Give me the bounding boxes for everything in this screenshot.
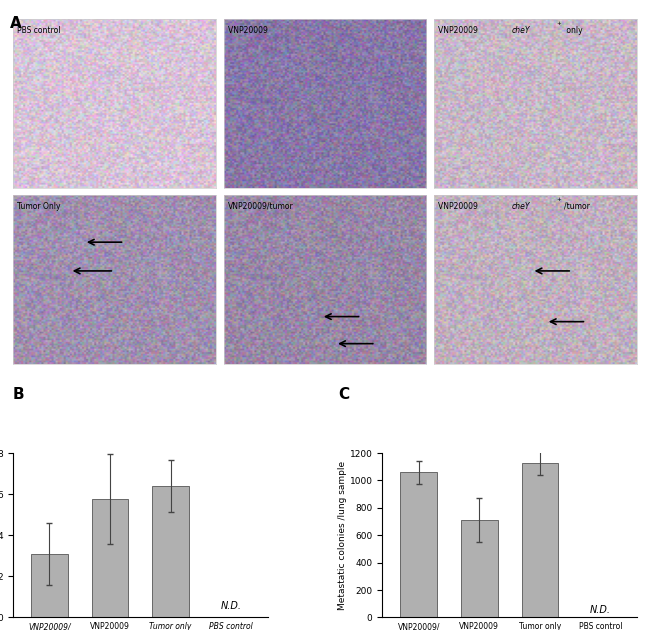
Bar	[522, 462, 558, 617]
Text: N.D.: N.D.	[590, 605, 611, 615]
Bar	[461, 520, 497, 617]
Text: C: C	[338, 387, 349, 403]
Text: /tumor: /tumor	[564, 202, 590, 210]
Text: cheY: cheY	[512, 26, 530, 35]
Text: VNP20009: VNP20009	[227, 26, 270, 35]
Text: N.D.: N.D.	[221, 601, 242, 611]
Text: B: B	[13, 387, 25, 403]
Y-axis label: Metastatic colonies /lung sample: Metastatic colonies /lung sample	[338, 461, 347, 610]
Text: Tumor Only: Tumor Only	[17, 202, 60, 210]
Bar	[400, 472, 437, 617]
Text: PBS control: PBS control	[17, 26, 60, 35]
Bar	[92, 500, 128, 617]
Text: VNP20009: VNP20009	[439, 202, 481, 210]
Text: +: +	[556, 21, 561, 26]
Text: cheY: cheY	[512, 202, 530, 210]
Text: VNP20009: VNP20009	[439, 26, 481, 35]
Text: only: only	[564, 26, 582, 35]
Bar	[31, 554, 68, 617]
Text: +: +	[556, 197, 561, 202]
Text: A: A	[10, 16, 21, 31]
Text: VNP20009/tumor: VNP20009/tumor	[227, 202, 294, 210]
Bar	[153, 486, 189, 617]
